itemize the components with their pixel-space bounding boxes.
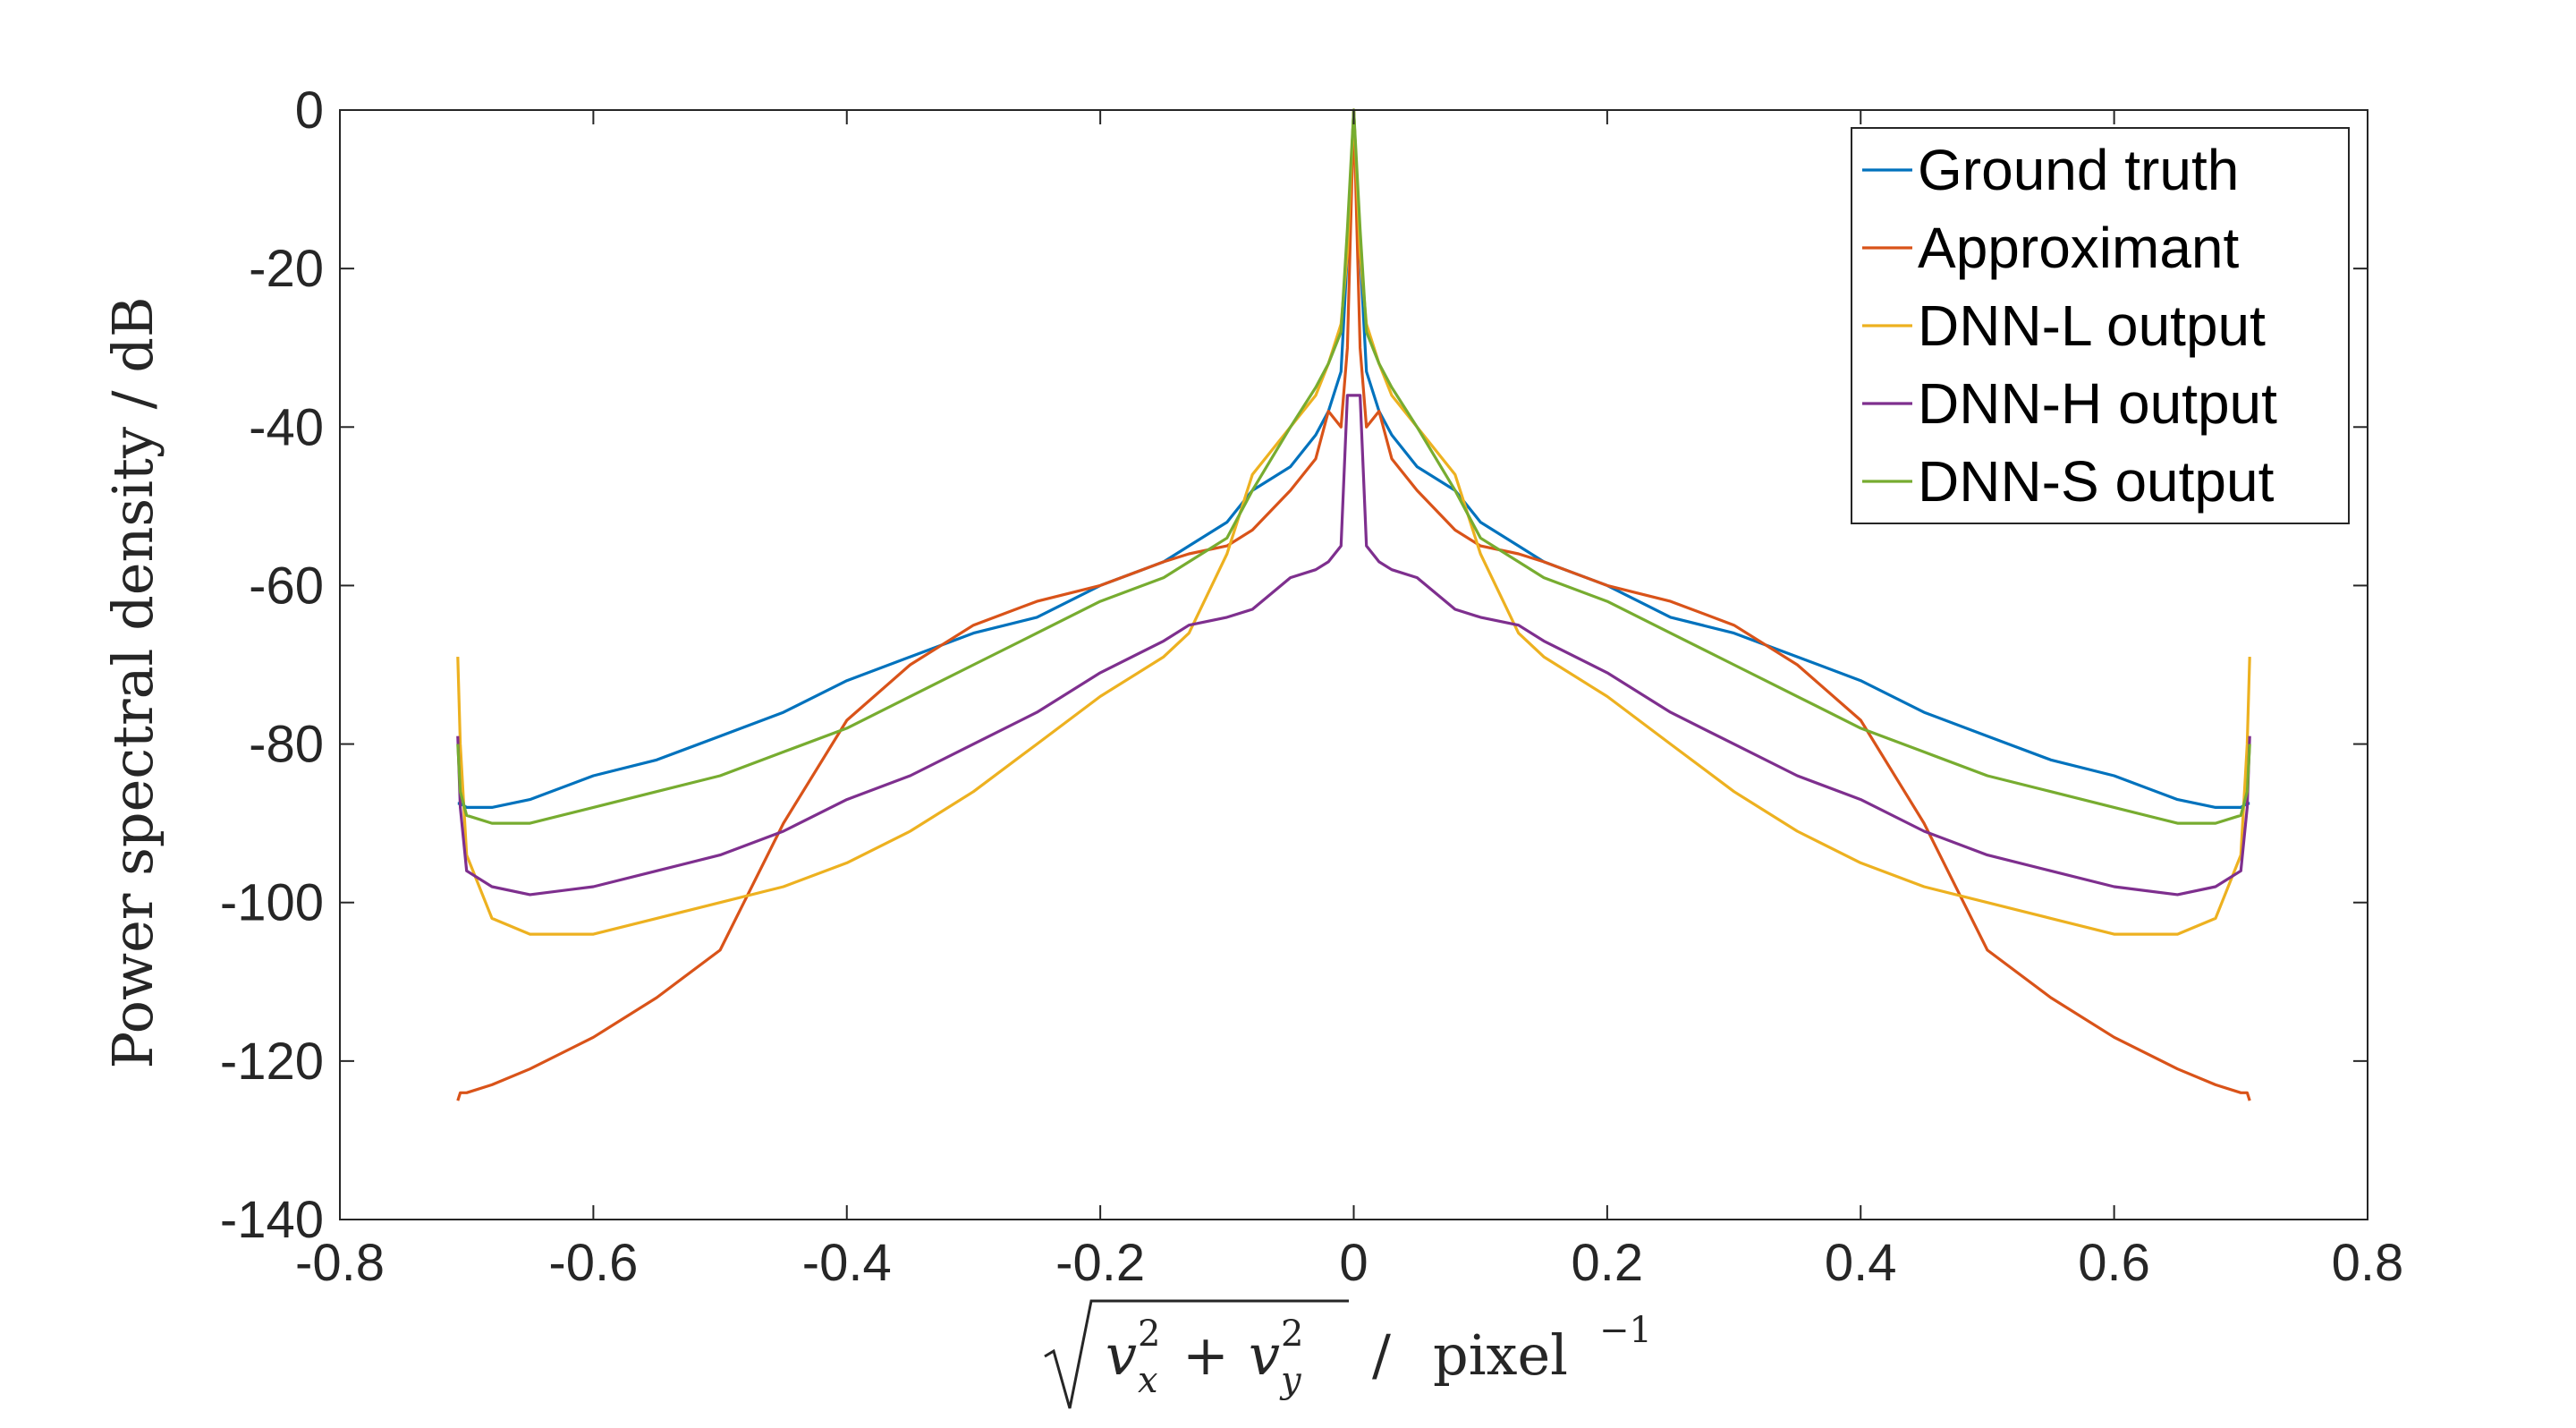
- xlabel-sup-2: 2: [1281, 1313, 1303, 1355]
- legend-label: Ground truth: [1918, 138, 2239, 202]
- y-tick-label: -40: [249, 398, 324, 456]
- xlabel-unit-exp: −1: [1599, 1310, 1652, 1351]
- x-tick-label: -0.6: [548, 1234, 638, 1292]
- xlabel-var-v2: v: [1249, 1322, 1280, 1388]
- x-tick-label: 0.8: [2332, 1234, 2404, 1292]
- legend-label: Approximant: [1918, 216, 2240, 280]
- y-tick-label: 0: [295, 81, 324, 140]
- xlabel-sub-x: x: [1138, 1360, 1158, 1401]
- legend-label: DNN-L output: [1918, 293, 2266, 358]
- y-tick-label: -80: [249, 716, 324, 774]
- x-tick-label: 0.6: [2078, 1234, 2150, 1292]
- x-tick-label: -0.2: [1055, 1234, 1145, 1292]
- xlabel-plus: +: [1182, 1322, 1229, 1388]
- y-tick-label: -100: [220, 874, 324, 932]
- x-tick-label: 0.4: [1825, 1234, 1897, 1292]
- legend: Ground truth Approximant DNN-L output DNN-H…: [1851, 127, 2350, 524]
- legend-items: Ground truth Approximant DNN-L output DNN-H…: [1862, 138, 2277, 514]
- tick-labels: -0.8 -0.6 -0.4 -0.2 0 0.2 0.4 0.6 0.8 0 -20 -40 -60 -…: [220, 81, 2403, 1292]
- axis-ticks: [339, 109, 2368, 1220]
- x-tick-label: -0.4: [802, 1234, 892, 1292]
- xlabel-sup-1: 2: [1138, 1313, 1160, 1355]
- legend-label: DNN-S output: [1918, 449, 2275, 514]
- xlabel-sub-y: y: [1279, 1360, 1302, 1401]
- xlabel-unit: pixel: [1433, 1322, 1568, 1388]
- y-axis-title: Power spectral density / dB: [100, 296, 165, 1068]
- xlabel-var-v1: v: [1106, 1322, 1137, 1388]
- x-axis-label: v 2 x + v 2 y / pixel −1: [1044, 1299, 1652, 1409]
- xlabel-slash: /: [1372, 1322, 1391, 1388]
- y-tick-label: -140: [220, 1191, 324, 1249]
- y-axis-label: Power spectral density / dB: [100, 296, 165, 1068]
- legend-label: DNN-H output: [1918, 371, 2277, 436]
- series-line-3: [456, 394, 2251, 897]
- x-tick-label: 0.2: [1572, 1234, 1644, 1292]
- sqrt-radical-icon: [1044, 1299, 1349, 1409]
- y-tick-label: -60: [249, 557, 324, 615]
- y-tick-label: -120: [220, 1033, 324, 1091]
- x-tick-label: 0: [1339, 1234, 1368, 1292]
- legend-box: [1851, 127, 2350, 524]
- x-tick-label: -0.8: [295, 1234, 385, 1292]
- y-tick-label: -20: [249, 240, 324, 298]
